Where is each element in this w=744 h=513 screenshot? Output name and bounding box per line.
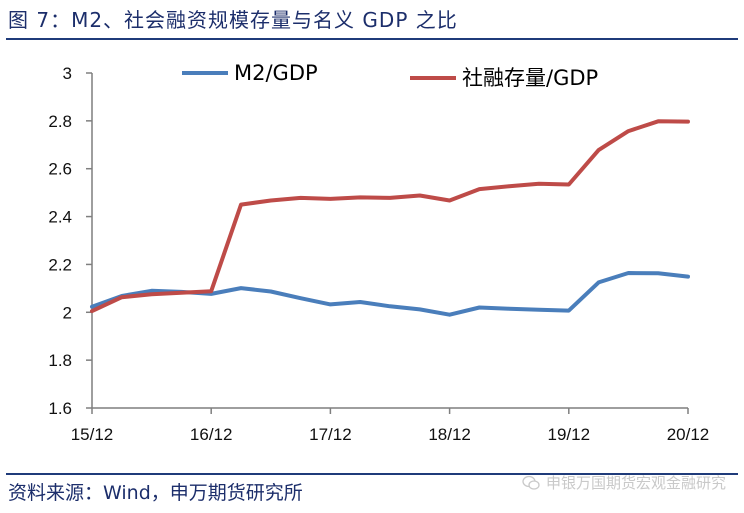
x-tick-label: 15/12 bbox=[71, 425, 114, 444]
watermark-text: 申银万国期货宏观金融研究 bbox=[545, 474, 726, 492]
legend-item-social-financing-gdp: 社融存量/GDP bbox=[410, 66, 598, 90]
x-tick-label: 20/12 bbox=[667, 425, 710, 444]
x-tick-label: 17/12 bbox=[309, 425, 352, 444]
y-ticks: 1.6 1.8 2 2.2 2.4 2.6 2.8 3 bbox=[48, 64, 92, 418]
figure-title: 图 7：M2、社会融资规模存量与名义 GDP 之比 bbox=[8, 8, 458, 32]
watermark: 申银万国期货宏观金融研究 bbox=[522, 470, 726, 496]
x-tick-label: 19/12 bbox=[548, 425, 591, 444]
y-tick-label: 2.6 bbox=[48, 160, 72, 179]
footer-rule bbox=[6, 473, 738, 475]
legend: M2/GDP 社融存量/GDP bbox=[182, 61, 598, 90]
y-tick-label: 2.4 bbox=[48, 208, 72, 227]
y-tick-label: 2.2 bbox=[48, 255, 72, 274]
x-tick-label: 16/12 bbox=[190, 425, 233, 444]
x-ticks: 15/12 16/12 17/12 18/12 19/12 20/12 bbox=[71, 408, 710, 444]
title-rule bbox=[6, 38, 738, 40]
y-tick-label: 2 bbox=[63, 303, 72, 322]
x-tick-label: 18/12 bbox=[428, 425, 471, 444]
y-tick-label: 1.6 bbox=[48, 399, 72, 418]
y-tick-label: 1.8 bbox=[48, 351, 72, 370]
legend-label: 社融存量/GDP bbox=[462, 66, 598, 90]
source-note: 资料来源：Wind，申万期货研究所 bbox=[8, 482, 303, 504]
legend-item-m2-gdp: M2/GDP bbox=[182, 61, 318, 85]
social-financing-gdp-series-line bbox=[90, 119, 690, 314]
chart: 1.6 1.8 2 2.2 2.4 2.6 2.8 3 15/12 16/12 17/12 18/1… bbox=[48, 61, 710, 444]
y-tick-label: 3 bbox=[63, 64, 72, 83]
legend-label: M2/GDP bbox=[234, 61, 318, 85]
series-layer bbox=[90, 119, 690, 317]
wechat-icon bbox=[522, 475, 540, 490]
y-tick-label: 2.8 bbox=[48, 112, 72, 131]
